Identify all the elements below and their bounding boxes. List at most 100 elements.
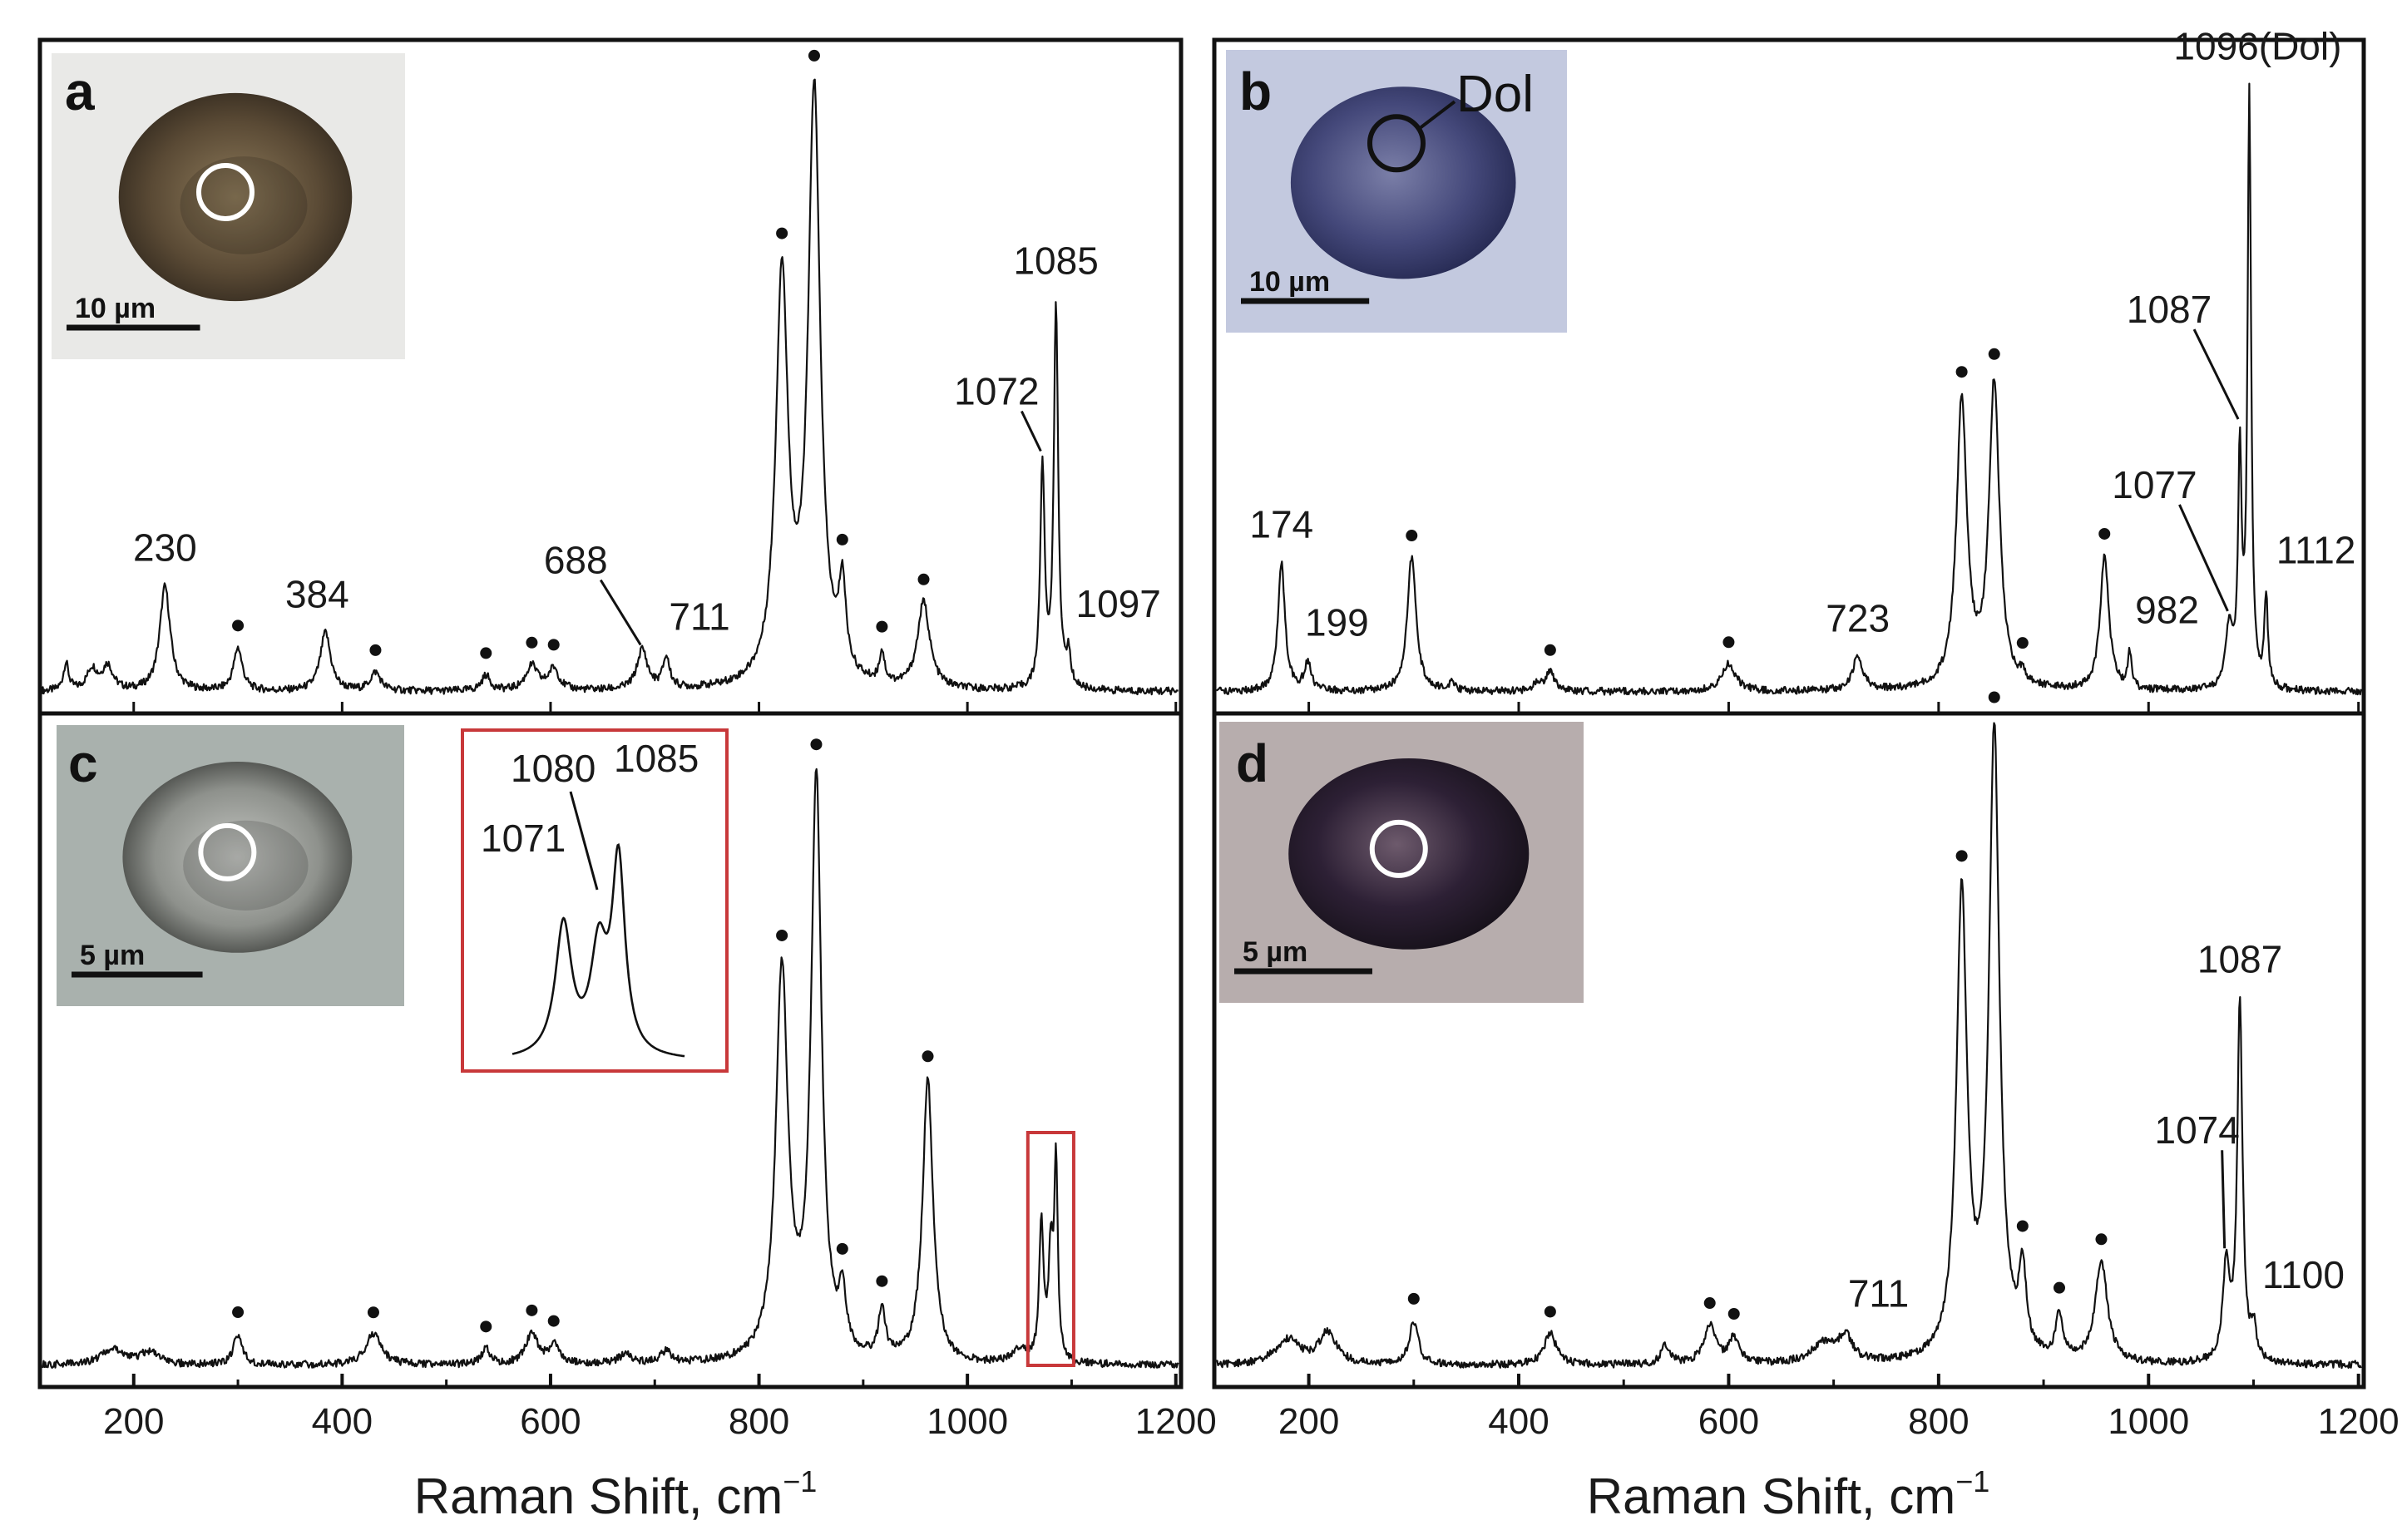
peak-marker-dot — [480, 1320, 492, 1333]
peak-label-723: 723 — [1826, 596, 1890, 639]
peak-marker-dot — [1955, 850, 1968, 862]
peak-marker-dot — [2098, 527, 2111, 540]
x-tick-label: 800 — [1908, 1401, 1969, 1442]
inclusion-leader — [1418, 100, 1456, 130]
x-tick-label: 200 — [1278, 1401, 1339, 1442]
peak-label-1085: 1085 — [1013, 239, 1098, 282]
peak-label-199: 199 — [1305, 601, 1369, 644]
grain-image — [122, 761, 353, 953]
peak-label-982: 982 — [2135, 588, 2199, 631]
peak-label-1077: 1077 — [2112, 463, 2197, 506]
grain-image — [118, 92, 353, 302]
spectrum-line-b — [1216, 82, 2362, 696]
peak-marker-dot — [480, 647, 492, 659]
photo-inset-b: Dol b 10 µm — [1226, 50, 1567, 333]
peak-leader-line — [1021, 410, 1042, 452]
zoom-inset-frame — [461, 728, 729, 1073]
peak-marker-dot — [1407, 1292, 1420, 1305]
peak-marker-dot — [836, 533, 848, 545]
x-axis-label-right: Raman Shift, cm−1 — [1587, 1464, 1990, 1524]
zoom-inset: 1071 1080 1085 — [461, 728, 729, 1073]
peak-marker-dot — [808, 49, 820, 62]
peak-marker-dot — [776, 227, 788, 239]
peak-label-1097: 1097 — [1076, 582, 1161, 625]
peak-marker-dot — [1722, 636, 1735, 649]
analysis-spot — [198, 822, 257, 881]
peak-marker-dot — [876, 1275, 888, 1287]
photo-inset-c: c 5 µm — [57, 725, 404, 1006]
zoom-spectrum-line — [512, 843, 685, 1058]
peak-label-1074: 1074 — [2154, 1108, 2239, 1152]
peak-label-1087: 1087 — [2197, 937, 2282, 980]
peak-marker-dot — [1988, 348, 2000, 360]
zoom-peak-label: 1080 — [511, 747, 596, 790]
spectrum-line-a — [41, 78, 1179, 696]
scale-label: 10 µm — [1249, 266, 1330, 298]
peak-marker-dot — [1703, 1297, 1716, 1310]
grain-texture — [183, 820, 309, 911]
peak-marker-dot — [1955, 366, 1968, 378]
x-tick-label: 1000 — [2108, 1401, 2189, 1442]
peak-marker-dot — [547, 1315, 560, 1327]
peak-marker-dot — [776, 929, 788, 941]
scale-label: 10 µm — [75, 293, 156, 324]
peak-label-1100: 1100 — [2262, 1253, 2345, 1296]
peak-label-688: 688 — [544, 539, 608, 582]
analysis-spot — [196, 162, 255, 221]
x-tick-label: 600 — [520, 1401, 581, 1442]
peak-marker-dot — [526, 636, 538, 649]
peak-label-230: 230 — [133, 526, 197, 570]
peak-leader-line — [2178, 504, 2229, 612]
grain-image — [1288, 758, 1530, 950]
peak-leader-line — [2192, 328, 2240, 420]
x-tick-label: 1000 — [927, 1401, 1008, 1442]
photo-inset-a: a 10 µm — [52, 53, 405, 359]
peak-label-711: 711 — [1848, 1271, 1909, 1315]
panel-letter: d — [1236, 733, 1268, 793]
peak-marker-dot — [367, 1306, 379, 1319]
panel-frame-d — [1212, 711, 2366, 1389]
x-tick-label: 400 — [312, 1401, 373, 1442]
peak-marker-dot — [369, 644, 382, 656]
panel-frame-c — [37, 711, 1184, 1389]
scale-label: 5 µm — [80, 940, 145, 971]
panel-b: 174 199 723 982 1077 1087 1096(Dol) 1112 Dol b 10 … — [1212, 24, 2366, 716]
peak-marker-dot — [1988, 691, 2000, 703]
grain-texture — [180, 156, 308, 254]
grain-image — [1290, 86, 1516, 279]
spectrum-line-d — [1216, 722, 2362, 1370]
panel-letter: b — [1239, 62, 1272, 121]
analysis-spot — [1367, 114, 1426, 173]
peak-leader-line — [599, 579, 642, 646]
zoom-peak-label: 1085 — [614, 737, 699, 780]
x-tick-label: 200 — [103, 1401, 164, 1442]
x-axis-label-left: Raman Shift, cm−1 — [414, 1464, 818, 1524]
peak-leader-line — [2221, 1150, 2227, 1249]
zoom-peak-label: 1071 — [481, 817, 566, 860]
x-tick-label: 400 — [1488, 1401, 1549, 1442]
peak-marker-dot — [547, 639, 560, 651]
peak-marker-dot — [917, 573, 930, 585]
panel-letter: a — [65, 62, 95, 121]
x-tick-label: 600 — [1698, 1401, 1759, 1442]
x-tick-label: 1200 — [1135, 1401, 1217, 1442]
peak-marker-dot — [232, 1306, 245, 1319]
peak-marker-dot — [2016, 637, 2029, 649]
peak-label-1087: 1087 — [2127, 288, 2212, 331]
zoom-leader-line — [569, 791, 599, 891]
peak-marker-dot — [232, 619, 245, 632]
peak-marker-dot — [1406, 530, 1418, 542]
peak-label-384: 384 — [285, 572, 349, 615]
peak-label-711: 711 — [669, 595, 729, 639]
spectrum-line-c — [42, 768, 1179, 1369]
peak-marker-dot — [1544, 644, 1556, 656]
peak-label-1072: 1072 — [954, 369, 1039, 412]
peak-marker-dot — [810, 738, 823, 751]
peak-marker-dot — [2095, 1233, 2108, 1246]
peak-label-1096Dol: 1096(Dol) — [2173, 24, 2341, 67]
peak-label-1112: 1112 — [2276, 529, 2356, 572]
zoom-region-box — [1026, 1131, 1075, 1367]
peak-marker-dot — [2053, 1281, 2065, 1294]
peak-marker-dot — [876, 620, 888, 633]
